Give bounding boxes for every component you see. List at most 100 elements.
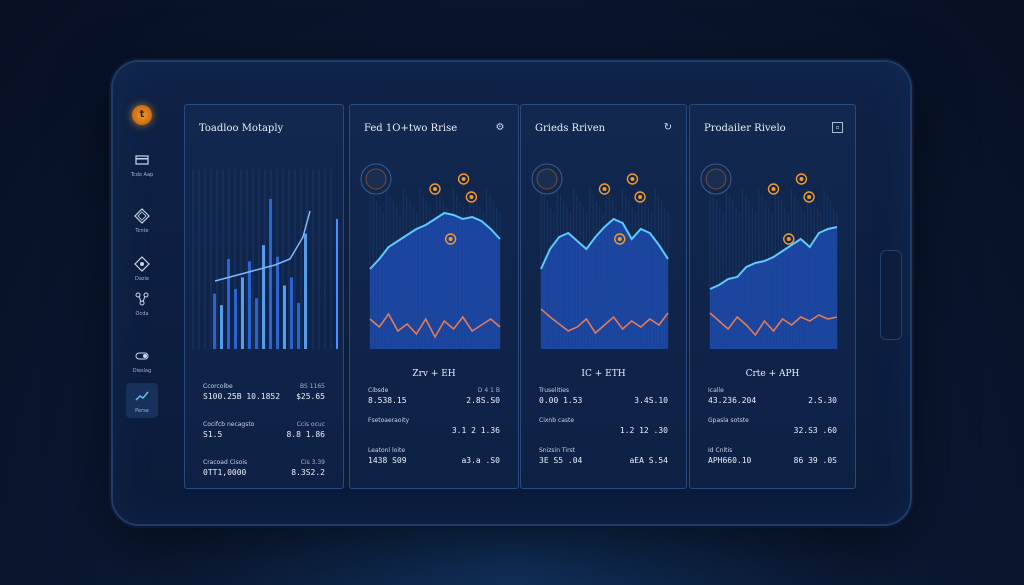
series-line-lower	[369, 312, 501, 339]
marker-dot	[433, 187, 437, 191]
marker-ring	[614, 233, 626, 245]
stats-list: Truselities 0.00 1.53 3.4S.10 Cixnb caste 1…	[535, 387, 672, 477]
stat-row: Snizsin Tirst 3E S5 .04 aEA S.54	[535, 447, 672, 477]
radar-circle	[531, 163, 563, 195]
stat-label: Cixnb caste	[539, 417, 575, 424]
panel-title: Prodailer Rivelo	[704, 123, 786, 134]
stat-row: Cixnb caste 1.2 12 .30	[535, 417, 672, 447]
panel-title: Grieds Rriven	[535, 123, 606, 134]
stat-row: Cracoad Cisois 0TT1,0000 Cis 3.39 8.3S2.…	[199, 459, 329, 488]
settings-icon[interactable]: ⚙	[495, 122, 505, 133]
pair-label: Zrv + EH	[412, 369, 456, 379]
stat-label: Truselities	[539, 387, 570, 394]
stat-value: 43.236.204	[708, 396, 757, 405]
panel-chart-2: Grieds Rriven ↻ IC + ETH Truselities 0.00…	[520, 104, 687, 489]
sidebar-item-5[interactable]: Perse	[126, 383, 158, 418]
marker-ring	[803, 191, 815, 203]
marker-ring	[634, 191, 646, 203]
sidebar-item-1[interactable]: Tcnte	[126, 207, 158, 234]
marker-ring	[783, 233, 795, 245]
bar	[283, 285, 286, 349]
refresh-icon[interactable]: ↻	[663, 122, 673, 133]
stat-value: S100.25B 10.1852	[203, 392, 281, 401]
marker-dot	[638, 195, 643, 199]
radar-core	[536, 168, 558, 190]
stat-row: Cocifcb necagsto S1.5 Ccis ocuc 8.8 1.86	[199, 421, 329, 451]
panel-chart-3: Prodailer Rivelo ▫ Crte + APH Icalle 43.2…	[689, 104, 856, 489]
target-icon	[134, 256, 150, 272]
sidebar-item-0[interactable]: Tcdo Aap	[126, 151, 158, 178]
stat-number: $25.65	[296, 392, 325, 401]
marker-dot	[630, 177, 635, 181]
panel-chart-1: Fed 1O+two Rrise ⚙ Zrv + EH Cibsde 8.538.…	[349, 104, 519, 489]
series-line-upper	[709, 226, 838, 290]
bar	[227, 259, 230, 349]
series-line-upper	[540, 217, 669, 270]
stat-sub: Ccis ocuc	[296, 421, 325, 428]
stat-number: 2.8S.S0	[466, 396, 500, 405]
radar-circle	[360, 163, 392, 195]
stat-row: Cibsde 8.538.15 D 4 1 B 2.8S.S0	[364, 387, 504, 417]
stat-number: 2.S.30	[808, 396, 837, 405]
stat-number: 3.4S.10	[634, 396, 668, 405]
stat-label: Cracoad Cisois	[203, 459, 248, 466]
stat-label: Icalle	[708, 387, 724, 394]
marker-dot	[461, 177, 466, 181]
stat-label: Id Cnltis	[708, 447, 733, 454]
area-fill	[541, 219, 668, 349]
stat-row: Gpasla sotste 32.S3 .60	[704, 417, 841, 447]
marker-dot	[771, 187, 776, 191]
sidebar-item-label: Perse	[135, 408, 149, 414]
stat-value: 3E S5 .04	[539, 456, 583, 465]
toggle-icon	[135, 352, 149, 360]
stat-value: APH660.10	[708, 456, 752, 465]
stat-value: 1438 S09	[368, 456, 407, 465]
app-logo[interactable]: t	[132, 105, 152, 125]
stat-row: Leatonl loite 1438 S09 a3.a .S0	[364, 447, 504, 477]
stat-value: 8.538.15	[368, 396, 407, 405]
marker-ring	[457, 173, 470, 185]
marker-dot	[807, 195, 812, 199]
sidebar-item-label: Ocda	[135, 311, 149, 317]
bar	[241, 277, 244, 349]
stat-number: 8.8 1.86	[286, 430, 325, 439]
marker-dot	[448, 237, 453, 241]
marker-ring	[795, 173, 808, 185]
bar	[220, 305, 223, 349]
stat-sub: Cis 3.39	[300, 459, 325, 466]
trend-icon	[135, 391, 149, 401]
pair-label: Crte + APH	[745, 369, 800, 379]
sidebar-item-3[interactable]: Ocda	[126, 290, 158, 317]
sidebar-item-label: Dieslag	[132, 368, 152, 374]
stat-row: Fsetoaeraoity 3.1 2 1.36	[364, 417, 504, 447]
stat-number: 8.3S2.2	[291, 468, 325, 477]
stat-label: Cocifcb necagsto	[203, 421, 255, 428]
marker-dot	[799, 177, 804, 181]
stat-row: Truselities 0.00 1.53 3.4S.10	[535, 387, 672, 417]
area-chart	[700, 163, 838, 349]
device-side-button	[880, 250, 902, 340]
window-icon[interactable]: ▫	[832, 122, 843, 133]
stats-list: Ccorcolbe S100.25B 10.1852 BS 1165 $25.6…	[199, 383, 329, 488]
series-line-upper	[369, 211, 501, 270]
stat-sub: BS 1165	[300, 383, 325, 390]
marker-dot	[617, 237, 622, 241]
sidebar-item-2[interactable]: Dazie	[126, 255, 158, 282]
bar	[255, 298, 258, 349]
panel-portfolio: Toadloo Motaply Ccorcolbe S100.25B 10.18…	[184, 104, 344, 489]
stats-list: Icalle 43.236.204 2.S.30 Gpasla sotste 32.S…	[704, 387, 841, 477]
stats-list: Cibsde 8.538.15 D 4 1 B 2.8S.S0 Fsetoaeraoi…	[364, 387, 504, 477]
stat-number: 86 39 .0S	[793, 456, 837, 465]
stat-label: Fsetoaeraoity	[368, 417, 410, 424]
stat-number: aEA S.54	[629, 456, 668, 465]
network-icon	[135, 292, 149, 306]
stat-number: 1.2 12 .30	[619, 426, 668, 435]
sidebar-item-label: Tcdo Aap	[130, 172, 154, 178]
sidebar-item-4[interactable]: Dieslag	[126, 347, 158, 374]
stat-label: Gpasla sotste	[708, 417, 749, 424]
marker-dot	[602, 187, 607, 191]
stat-row: Icalle 43.236.204 2.S.30	[704, 387, 841, 417]
radar-core	[365, 168, 387, 190]
panel-title: Toadloo Motaply	[199, 123, 284, 134]
sidebar-item-label: Tcnte	[135, 228, 149, 234]
